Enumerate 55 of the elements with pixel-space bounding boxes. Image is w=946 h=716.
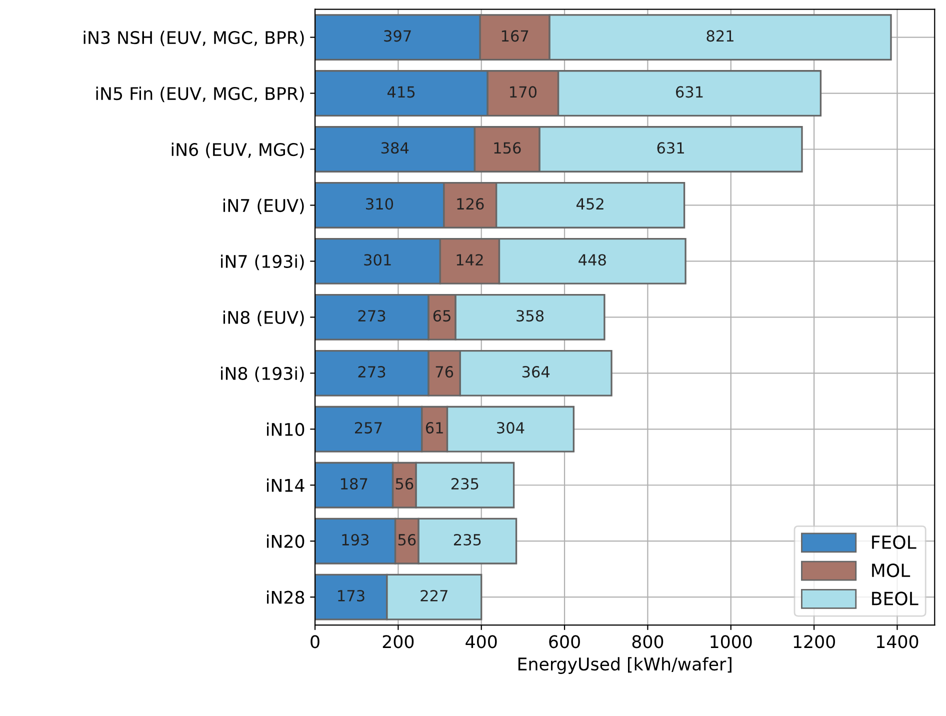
data-label: 631 xyxy=(676,86,703,98)
data-label: 61 xyxy=(426,422,443,434)
data-label: 156 xyxy=(494,142,521,154)
data-label: 257 xyxy=(354,422,382,434)
x-tick-label: 1400 xyxy=(877,635,918,648)
x-tick-label: 400 xyxy=(466,635,497,648)
y-tick-label: iN5 Fin (EUV, MGC, BPR) xyxy=(96,86,304,102)
data-label: 56 xyxy=(396,478,414,490)
y-tick-label: iN10 xyxy=(267,422,304,436)
data-label: 415 xyxy=(387,86,415,98)
data-label: 397 xyxy=(384,30,411,42)
data-label: 170 xyxy=(510,86,537,98)
data-label: 452 xyxy=(576,198,604,210)
data-label: 358 xyxy=(516,310,544,322)
legend-label: FEOL xyxy=(872,535,916,550)
data-label: 167 xyxy=(502,30,528,42)
legend-label: MOL xyxy=(872,564,910,578)
data-label: 301 xyxy=(364,254,391,266)
data-label: 631 xyxy=(657,142,684,154)
data-label: 65 xyxy=(433,310,450,322)
data-label: 142 xyxy=(456,254,483,266)
y-tick-label: iN7 (193i) xyxy=(221,254,304,270)
x-axis-title: EnergyUsed [kWh/wafer] xyxy=(518,657,732,674)
data-label: 304 xyxy=(497,422,524,434)
data-label: 364 xyxy=(522,366,550,378)
y-tick-label: iN14 xyxy=(267,478,304,492)
x-tick-label: 0 xyxy=(310,635,320,648)
data-label: 235 xyxy=(454,534,481,546)
data-label: 227 xyxy=(420,590,448,602)
data-label: 821 xyxy=(706,30,734,42)
data-label: 56 xyxy=(398,534,416,546)
x-tick-label: 600 xyxy=(549,635,580,648)
data-label: 273 xyxy=(358,310,386,322)
y-tick-label: iN8 (193i) xyxy=(221,366,304,382)
y-tick-label: iN28 xyxy=(267,590,304,604)
data-label: 310 xyxy=(366,198,394,210)
data-label: 173 xyxy=(338,590,364,602)
y-tick-label: iN8 (EUV) xyxy=(223,310,304,326)
data-label: 273 xyxy=(358,366,386,378)
data-label: 126 xyxy=(457,198,484,210)
x-tick-label: 200 xyxy=(382,635,414,648)
data-label: 187 xyxy=(341,478,368,490)
y-tick-label: iN3 NSH (EUV, MGC, BPR) xyxy=(84,30,304,46)
y-tick-label: iN7 (EUV) xyxy=(223,198,304,214)
data-label: 193 xyxy=(342,534,369,546)
y-tick-label: iN6 (EUV, MGC) xyxy=(172,142,304,158)
x-tick-label: 1200 xyxy=(794,635,835,648)
x-tick-label: 800 xyxy=(632,635,664,648)
data-label: 384 xyxy=(381,142,409,154)
legend-label: BEOL xyxy=(872,592,918,606)
data-label: 448 xyxy=(578,254,606,266)
data-label: 235 xyxy=(451,478,478,490)
y-tick-label: iN20 xyxy=(267,534,304,548)
x-tick-label: 1000 xyxy=(710,635,752,648)
data-label: 76 xyxy=(436,366,454,378)
